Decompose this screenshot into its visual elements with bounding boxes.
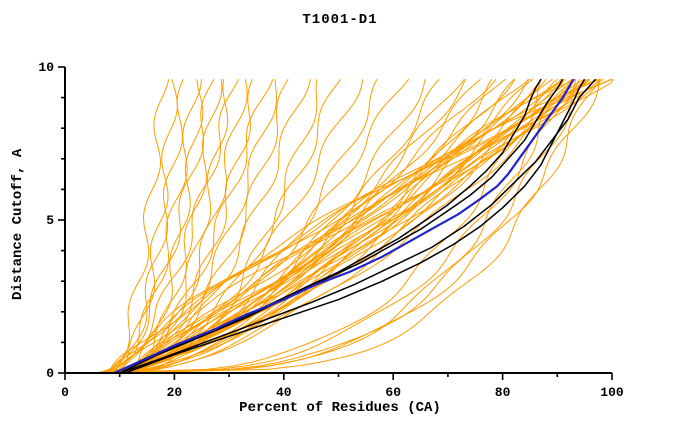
ensemble-curve (103, 78, 515, 374)
model-black-2 (119, 78, 564, 374)
chart-title: T1001-D1 (302, 12, 378, 28)
ensemble-curve (119, 79, 577, 374)
ensemble-curve (103, 79, 253, 374)
ensemble-curve (119, 78, 573, 374)
ensemble-curve (103, 78, 215, 374)
ensemble-curve (113, 78, 612, 374)
model-black-3 (124, 78, 586, 374)
ensemble-curve (119, 79, 274, 374)
ensemble-curve (97, 79, 170, 374)
ensemble-curve (130, 78, 615, 374)
ensemble-curve (119, 78, 516, 374)
ensemble-curve (113, 78, 563, 374)
ensemble-curve (103, 79, 178, 374)
ensemble-curve (125, 78, 440, 374)
tick-labels: 0 20 40 60 80 100 0 5 10 (38, 60, 624, 400)
x-tick-label: 60 (385, 385, 401, 400)
ensemble-curve (119, 78, 589, 374)
model-blue (113, 78, 575, 375)
ensemble-curve (97, 79, 542, 374)
x-tick-label: 40 (276, 385, 292, 400)
ensemble-curve (130, 78, 585, 374)
ensemble-curve (119, 78, 613, 374)
ensemble-curve (119, 78, 588, 374)
ensemble-curve (114, 78, 553, 374)
y-tick-label: 0 (46, 366, 54, 381)
ensemble-curve (114, 79, 248, 374)
ensemble-curve (135, 78, 604, 374)
ensemble-curve (108, 78, 598, 374)
ensemble-curve (114, 78, 601, 374)
ensemble-curve (103, 78, 580, 374)
x-tick-label: 80 (495, 385, 511, 400)
ensemble-curve (130, 79, 601, 374)
ensemble-curve (108, 79, 184, 374)
ensemble-curve (125, 79, 318, 374)
ticks (58, 66, 613, 380)
x-tick-label: 0 (61, 385, 69, 400)
curves (97, 78, 615, 375)
x-axis-label: Percent of Residues (CA) (239, 400, 441, 416)
ensemble-curve (108, 79, 278, 374)
x-tick-label: 20 (167, 385, 183, 400)
ensemble-curve (97, 78, 240, 374)
y-tick-label: 10 (38, 60, 54, 75)
model-black-4 (119, 78, 597, 374)
ensemble-curve (97, 79, 202, 374)
y-tick-label: 5 (46, 213, 54, 228)
ensemble-curve (119, 79, 223, 374)
x-tick-label: 100 (600, 385, 624, 400)
ensemble-curve (114, 79, 311, 374)
